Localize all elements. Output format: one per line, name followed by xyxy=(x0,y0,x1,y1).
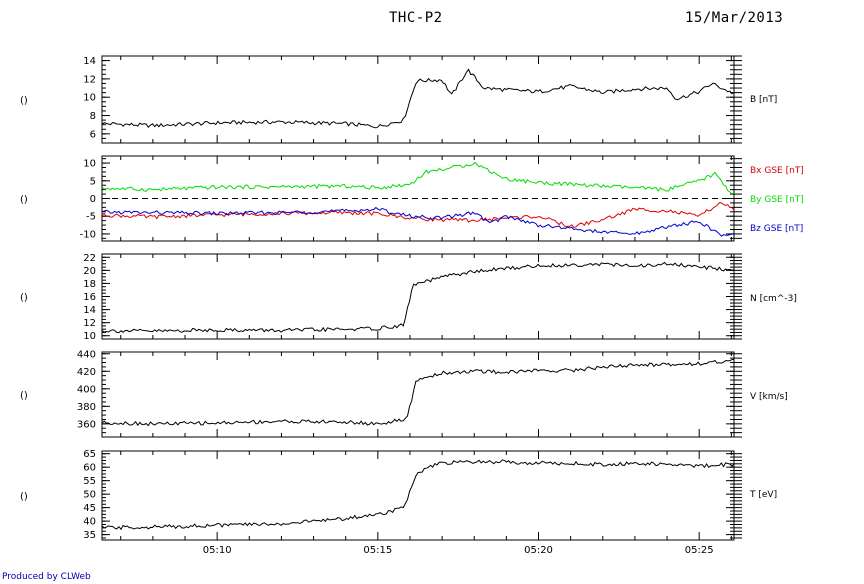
series-line xyxy=(101,459,735,531)
series-label: By GSE [nT] xyxy=(750,195,804,205)
series-label: Bz GSE [nT] xyxy=(750,224,803,234)
y-tick-label: 6 xyxy=(90,129,96,140)
y-tick-label: 50 xyxy=(83,490,96,501)
x-tick-label: 05:15 xyxy=(363,545,392,556)
y-tick-label: -10 xyxy=(80,229,96,240)
series-line xyxy=(101,358,735,427)
series-line xyxy=(101,206,735,237)
y-tick-label: 45 xyxy=(83,503,96,514)
chart-title: THC-P2 xyxy=(389,10,443,26)
y-tick-label: 12 xyxy=(83,318,96,329)
y-tick-label: 12 xyxy=(83,74,96,85)
series-line xyxy=(101,202,735,229)
y-tick-label: 16 xyxy=(83,292,96,303)
produced-by-credit: Produced by CLWeb xyxy=(2,572,91,582)
series-line xyxy=(101,68,735,129)
series-label: T [eV] xyxy=(749,490,777,500)
panel-frame xyxy=(101,55,735,144)
y-tick-label: 55 xyxy=(83,476,96,487)
y-tick-label: 400 xyxy=(77,384,96,395)
panel-left-label: () xyxy=(20,492,28,503)
y-tick-label: 380 xyxy=(77,402,96,413)
y-tick-label: 65 xyxy=(83,449,96,460)
y-tick-label: 440 xyxy=(77,349,96,360)
y-tick-label: 18 xyxy=(83,279,96,290)
series-label: V [km/s] xyxy=(750,392,788,402)
panel-frame xyxy=(101,253,735,340)
panel-frame xyxy=(101,450,735,541)
y-tick-label: 10 xyxy=(83,331,96,342)
series-label: N [cm^-3] xyxy=(750,294,797,304)
y-tick-label: 0 xyxy=(90,194,96,205)
y-tick-label: 10 xyxy=(83,159,96,170)
y-tick-label: 20 xyxy=(83,266,96,277)
panel-left-label: () xyxy=(20,96,28,107)
series-line xyxy=(101,261,735,334)
panel-frame xyxy=(101,351,735,438)
y-tick-label: -5 xyxy=(86,212,96,223)
series-label: B [nT] xyxy=(750,95,777,105)
y-tick-label: 35 xyxy=(83,530,96,541)
panel-left-label: () xyxy=(20,195,28,206)
panel-left-label: () xyxy=(20,293,28,304)
y-tick-label: 360 xyxy=(77,419,96,430)
series-label: Bx GSE [nT] xyxy=(750,166,804,176)
chart-date: 15/Mar/2013 xyxy=(685,10,784,26)
x-tick-label: 05:10 xyxy=(203,545,232,556)
y-tick-label: 420 xyxy=(77,367,96,378)
x-tick-label: 05:20 xyxy=(524,545,553,556)
series-line xyxy=(101,161,735,195)
y-tick-label: 5 xyxy=(90,176,96,187)
y-tick-label: 40 xyxy=(83,517,96,528)
panel-left-label: () xyxy=(20,391,28,402)
y-tick-label: 22 xyxy=(83,253,96,264)
y-tick-label: 8 xyxy=(90,111,96,122)
y-tick-label: 60 xyxy=(83,463,96,474)
y-tick-label: 14 xyxy=(83,56,96,67)
y-tick-label: 14 xyxy=(83,305,96,316)
x-tick-label: 05:25 xyxy=(685,545,714,556)
y-tick-label: 10 xyxy=(83,93,96,104)
